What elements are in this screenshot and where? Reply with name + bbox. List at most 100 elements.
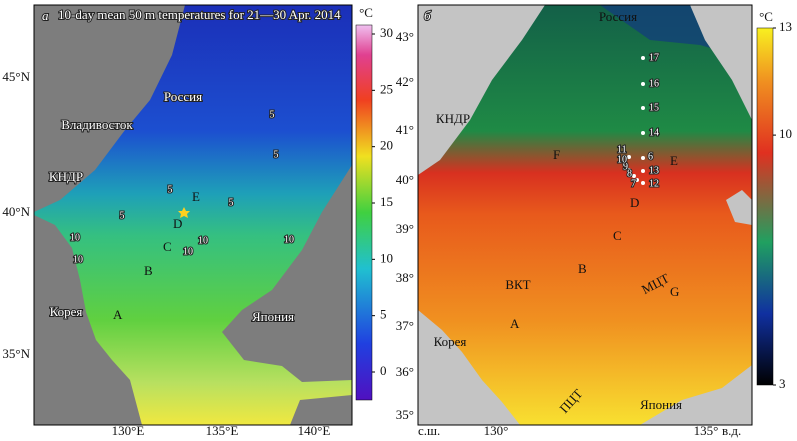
- colorbar-unit: °C: [759, 9, 773, 24]
- station-label: 17: [649, 52, 659, 63]
- map-title: 10-day mean 50 m temperatures for 21—30 …: [58, 7, 341, 22]
- station-dot: [641, 56, 645, 60]
- land: [290, 395, 352, 425]
- colorbar-tick-label: 3: [779, 376, 786, 391]
- place-label: Россия: [164, 89, 202, 104]
- contour-label: 5: [270, 109, 275, 120]
- contour-label: 10: [73, 254, 83, 265]
- station-dot: [627, 168, 631, 172]
- contour-label: 10: [284, 234, 294, 245]
- region-label: B: [578, 261, 587, 276]
- stations: 6 7 8 9 10 11 12 13 14 15 16 17: [616, 51, 660, 190]
- region-label: D: [173, 216, 182, 231]
- colorbar-tick-label: 10: [380, 250, 393, 265]
- lat-label: 42°: [396, 74, 414, 89]
- station-dot: [627, 155, 631, 159]
- colorbar-tick-label: 10: [779, 126, 792, 141]
- place-label: Япония: [252, 309, 294, 324]
- station-label: 16: [649, 78, 659, 89]
- contour-label: 10: [198, 235, 208, 246]
- colorbar-tick-label: 30: [380, 25, 393, 40]
- station-label: 13: [649, 165, 659, 176]
- lon-label: 130°E: [112, 423, 145, 438]
- lon-label: 135°: [694, 423, 719, 438]
- colorbar: [355, 24, 373, 401]
- region-label: C: [613, 228, 622, 243]
- lon-label: 135°E: [206, 423, 239, 438]
- land: [418, 5, 545, 175]
- station-label: 9: [623, 161, 628, 172]
- land: [34, 215, 142, 425]
- station-dot: [635, 178, 639, 182]
- panel-a: а 10-day mean 50 m temperatures for 21—3…: [2, 4, 373, 438]
- frame: [33, 4, 353, 426]
- panel-letter: а: [42, 8, 49, 23]
- place-label: Япония: [640, 397, 682, 412]
- region-label: D: [630, 195, 639, 210]
- station-label: 12: [649, 178, 659, 189]
- lat-label: 37°: [396, 318, 414, 333]
- place-label: Владивосток: [61, 117, 133, 132]
- colorbar: [756, 27, 774, 386]
- station-label: 8: [627, 168, 632, 179]
- station-dot: [632, 174, 636, 178]
- place-label: Корея: [50, 304, 83, 319]
- colorbar-tick-label: 0: [380, 363, 387, 378]
- colorbar-tick-label: 25: [380, 81, 393, 96]
- lat-label: 35°: [396, 407, 414, 422]
- colorbar-tick-label: 5: [380, 307, 387, 322]
- station-dot: [641, 106, 645, 110]
- region-label: F: [553, 147, 560, 162]
- land: [640, 365, 752, 425]
- station-label: 7: [631, 178, 636, 189]
- contour-label: 5: [274, 149, 279, 160]
- colorbar-tick-label: 15: [380, 194, 393, 209]
- contour-labels: 5 5 5 5 5 10 10 10 10 10: [69, 108, 295, 266]
- contour-label: 5: [229, 197, 234, 208]
- lat-label: 40°: [396, 172, 414, 187]
- lat-label: 39°: [396, 221, 414, 236]
- lat-label: 38°: [396, 270, 414, 285]
- lon-label: 130°: [484, 423, 509, 438]
- contour-label: 10: [70, 232, 80, 243]
- land: [690, 5, 752, 120]
- region-label: A: [510, 316, 520, 331]
- axis-note: в.д.: [722, 423, 741, 438]
- region-label: G: [670, 284, 679, 299]
- region-label: B: [144, 263, 153, 278]
- lat-label: 36°: [396, 364, 414, 379]
- contour-label: 10: [183, 246, 193, 257]
- region-label: A: [113, 307, 123, 322]
- panel-b: б 43° 42° 41° 40° 39° 38° 37° 36° 35° 13…: [396, 4, 774, 438]
- lat-label: 43°: [396, 29, 414, 44]
- land: [222, 165, 352, 382]
- colorbar-tick-label: 20: [380, 138, 393, 153]
- station-dot: [641, 131, 645, 135]
- place-label: КНДР: [436, 111, 470, 126]
- station-dot: [641, 181, 645, 185]
- lat-label: 41°: [396, 122, 414, 137]
- current-label: ВКТ: [505, 277, 530, 292]
- place-label: КНДР: [49, 169, 83, 184]
- region-label: E: [192, 189, 200, 204]
- station-label: 11: [617, 144, 627, 155]
- station-label: 6: [648, 151, 653, 162]
- contour-label: 5: [168, 184, 173, 195]
- axis-note: с.ш.: [418, 423, 440, 438]
- station-label: 10: [617, 154, 627, 165]
- lat-label: 45°N: [2, 69, 30, 84]
- lat-label: 35°N: [2, 346, 30, 361]
- region-label: E: [670, 153, 678, 168]
- star-marker: [178, 207, 190, 218]
- station-label: 14: [649, 127, 659, 138]
- lon-label: 140°E: [298, 423, 331, 438]
- region-label: C: [163, 239, 172, 254]
- place-label: Корея: [434, 334, 467, 349]
- land: [418, 310, 520, 425]
- frame: [417, 4, 753, 426]
- land: [726, 190, 752, 225]
- contour-label: 5: [120, 210, 125, 221]
- panel-letter: б: [424, 8, 431, 23]
- land: [34, 5, 185, 212]
